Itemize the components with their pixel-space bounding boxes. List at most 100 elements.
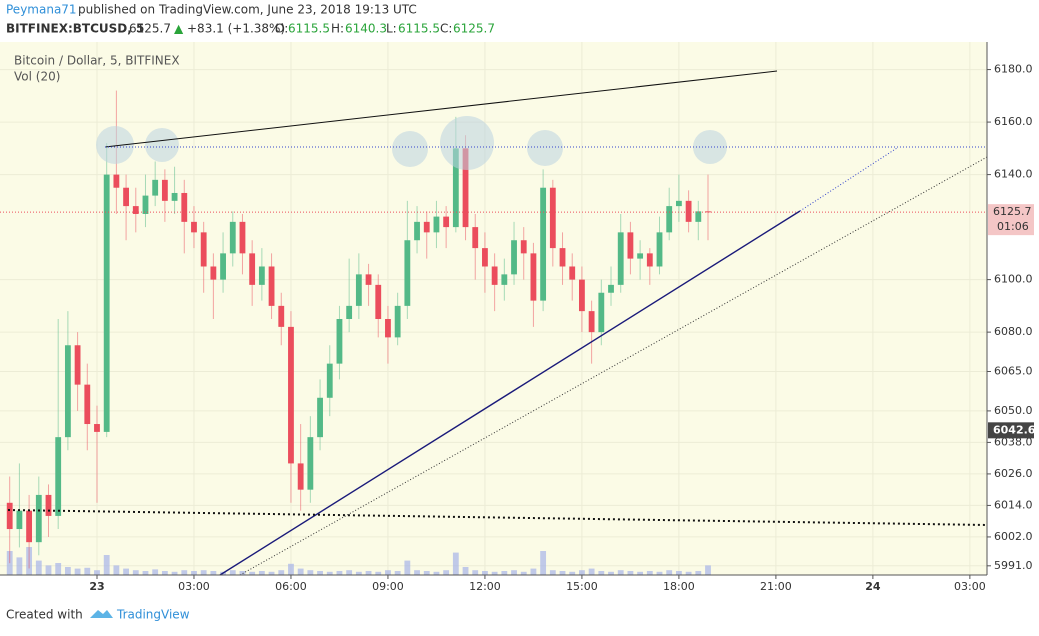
candle-body (365, 274, 372, 285)
h-label: H: (331, 22, 344, 36)
change: +83.1 (+1.38%) (187, 22, 285, 36)
volume-bar (579, 570, 585, 575)
last-price-box (988, 204, 1034, 236)
candle-body (675, 200, 682, 207)
volume-bar (336, 571, 343, 575)
volume-bar (132, 570, 139, 575)
candle-body (200, 232, 207, 267)
y-tick-label: 6002.0 (994, 530, 1033, 543)
volume-bar (45, 565, 52, 575)
candle-body (501, 274, 508, 285)
candle-body (220, 253, 226, 280)
volume-bar (705, 565, 711, 575)
candle-body (181, 192, 188, 222)
candle-body (161, 179, 168, 201)
highlight (440, 116, 494, 170)
volume-bar (84, 567, 91, 575)
highlight (96, 126, 134, 164)
volume-bar (695, 571, 702, 575)
y-tick-label: 6080.0 (994, 325, 1033, 338)
candle-body (685, 200, 692, 222)
candle-body (258, 266, 265, 285)
y-tick-label: 6038.0 (994, 435, 1033, 448)
volume-bar (229, 570, 236, 575)
candle-body (336, 319, 343, 364)
y-tick-label: 6160.0 (994, 115, 1033, 128)
candle-body (152, 179, 159, 196)
candle-body (472, 227, 479, 249)
x-tick-label: 03:00 (954, 580, 986, 593)
volume-bar (637, 571, 644, 575)
volume-bar (297, 568, 304, 575)
candle-body (103, 174, 110, 432)
volume-bar (249, 571, 256, 575)
volume-bar (346, 570, 353, 575)
volume-bar (307, 570, 314, 575)
volume-bar (113, 565, 120, 575)
last-price-label: 6125.7 (993, 205, 1032, 218)
volume-bar (540, 551, 547, 575)
x-tick-label: 18:00 (663, 580, 695, 593)
l: 6115.5 (398, 22, 440, 36)
x-tick-label: 21:00 (760, 580, 792, 593)
candle-body (239, 221, 246, 254)
volume-bar (74, 568, 81, 575)
candle-body (84, 384, 91, 425)
published: published on TradingView.com, June 23, 2… (78, 3, 417, 17)
author[interactable]: Peymana71 (6, 3, 77, 17)
volume-bar (423, 571, 430, 575)
candle-body (94, 424, 100, 432)
candle-body (45, 494, 52, 516)
candle-body (414, 221, 420, 241)
volume-bar (598, 571, 605, 575)
volume-bar (685, 571, 692, 575)
footer (0, 601, 1039, 632)
x-tick-label: 12:00 (469, 580, 501, 593)
candle-body (404, 240, 411, 306)
volume-bar (491, 571, 498, 575)
volume-bar (288, 563, 294, 575)
volume-bar (501, 571, 508, 575)
trend-line (104, 70, 778, 148)
c-label: C: (440, 22, 452, 36)
brand[interactable]: TradingView (116, 608, 190, 622)
candle-body (355, 274, 362, 306)
y-tick-label: 5991.0 (994, 559, 1033, 572)
candle-body (297, 463, 304, 490)
volume-bar (608, 571, 614, 575)
marker-price-box (988, 422, 1034, 439)
l-label: L: (386, 22, 397, 36)
volume-bar (433, 571, 440, 575)
volume-bar (588, 568, 595, 575)
candle-body (656, 232, 663, 267)
volume-bar (472, 570, 479, 575)
candle-body (317, 397, 323, 438)
candle-body (482, 248, 488, 267)
highlight (145, 128, 179, 162)
volume-bar (385, 570, 391, 575)
candle-body (288, 326, 294, 464)
volume-bar (666, 570, 673, 575)
y-tick-label: 6140.0 (994, 168, 1033, 181)
volume-bar (268, 571, 275, 575)
candle-body (617, 232, 624, 285)
volume-bar (627, 571, 634, 575)
volume-bar (142, 571, 149, 575)
volume-bar (375, 571, 382, 575)
candle-body (608, 284, 614, 293)
drawings (7, 70, 988, 576)
candle-body (326, 363, 333, 398)
candle-body (462, 148, 469, 228)
volume-bar (171, 571, 178, 575)
x-tick-label: 03:00 (178, 580, 210, 593)
created-with: Created with (6, 608, 83, 622)
x-tick-label: 09:00 (372, 580, 404, 593)
candle-body (549, 187, 556, 249)
candle-body (394, 305, 401, 338)
support-line (219, 210, 801, 576)
x-tick-label: 06:00 (275, 580, 307, 593)
candle-body (123, 187, 129, 207)
volume-bar (152, 569, 159, 575)
chart-title: Bitcoin / Dollar, 5, BITFINEX (14, 54, 180, 68)
